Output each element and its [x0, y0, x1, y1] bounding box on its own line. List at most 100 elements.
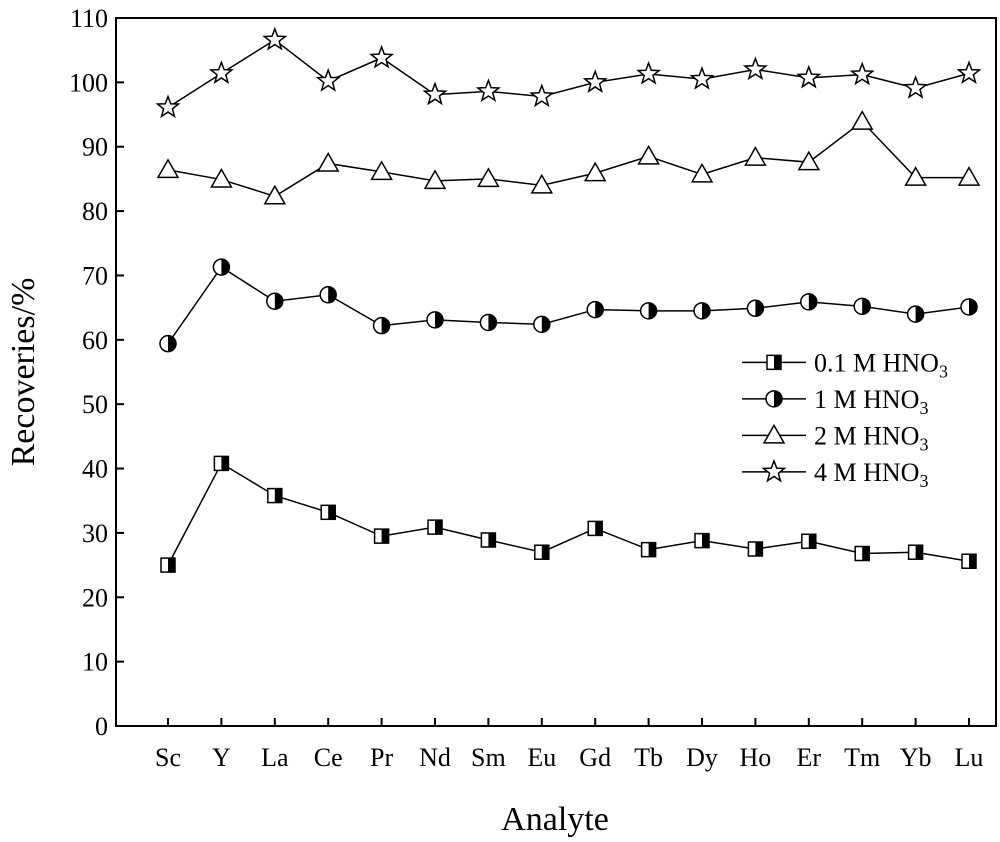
- data-point: [263, 184, 287, 205]
- data-point: [853, 297, 871, 316]
- series-line: [167, 462, 970, 566]
- series-2: [156, 110, 981, 205]
- data-point: [533, 315, 551, 334]
- legend-label: 2 M HNO3: [814, 421, 928, 454]
- legend-marker: [761, 458, 787, 483]
- axes: 0 10 20 30 40 50 60 70 80 90 100 110 Sc Y La Ce Pr Nd Sm Eu…: [69, 4, 997, 772]
- data-point: [694, 532, 710, 549]
- data-point: [956, 60, 982, 84]
- legend-marker: [762, 423, 786, 444]
- y-tick-label: 30: [82, 519, 108, 548]
- y-tick-label: 70: [82, 261, 108, 290]
- data-point: [903, 75, 929, 99]
- data-point: [796, 64, 822, 89]
- data-point: [583, 161, 607, 182]
- series-line: [167, 38, 970, 109]
- x-tick-label: Sm: [471, 743, 506, 772]
- series-line: [167, 120, 969, 198]
- data-point: [369, 44, 395, 69]
- data-point: [477, 167, 500, 188]
- x-tick-label: Tb: [634, 743, 663, 772]
- data-point: [957, 166, 981, 186]
- data-point: [479, 313, 498, 332]
- x-tick-label: Nd: [419, 743, 451, 772]
- legend-item: 1 M HNO3: [742, 385, 928, 418]
- legend-item: 0.1 M HNO3: [742, 348, 948, 381]
- data-point: [480, 532, 497, 548]
- data-point: [156, 158, 180, 179]
- data-point: [747, 541, 764, 557]
- series-0: [160, 455, 977, 573]
- y-tick-label: 60: [82, 326, 108, 355]
- y-tick-label: 10: [82, 648, 108, 677]
- x-tick-label: Er: [797, 743, 822, 772]
- data-point: [690, 162, 714, 183]
- x-tick-label: La: [261, 743, 289, 772]
- data-point: [427, 519, 443, 535]
- legend-item: 4 M HNO3: [742, 458, 928, 491]
- data-point: [320, 504, 336, 521]
- legend-label: 4 M HNO3: [814, 458, 928, 491]
- y-tick-label: 20: [82, 583, 108, 612]
- data-point: [530, 173, 554, 194]
- data-point: [904, 166, 927, 186]
- y-tick-label: 80: [82, 197, 108, 226]
- legend-item: 2 M HNO3: [742, 421, 928, 454]
- data-point: [639, 302, 658, 320]
- data-point: [160, 557, 176, 573]
- data-point: [370, 160, 393, 181]
- data-point: [744, 146, 767, 166]
- x-tick-label: Eu: [527, 743, 556, 772]
- y-tick-label: 90: [82, 133, 108, 162]
- x-tick-label: Tm: [844, 743, 880, 772]
- data-point: [373, 528, 390, 544]
- data-point: [801, 533, 817, 550]
- data-point: [208, 60, 234, 84]
- x-tick-label: Dy: [686, 743, 718, 772]
- data-point: [850, 110, 874, 130]
- x-tick-label: Sc: [155, 743, 181, 772]
- legend-label: 0.1 M HNO3: [814, 348, 948, 381]
- data-point: [315, 67, 341, 92]
- data-point: [960, 298, 978, 316]
- data-point: [534, 544, 550, 560]
- series-3: [155, 26, 982, 119]
- data-point: [213, 455, 230, 472]
- data-point: [422, 81, 448, 106]
- series-1: [159, 258, 978, 353]
- legend-marker: [766, 354, 782, 371]
- x-tick-label: Lu: [955, 743, 984, 772]
- data-point: [797, 150, 821, 171]
- x-tick-label: Ho: [740, 743, 772, 772]
- data-point: [961, 553, 977, 569]
- data-point: [316, 151, 340, 172]
- y-axis-title: Recoveries/%: [5, 278, 42, 467]
- series-line: [167, 266, 970, 345]
- data-point: [849, 61, 875, 86]
- data-point: [159, 334, 177, 353]
- data-point: [854, 545, 870, 562]
- x-tick-label: Ce: [314, 743, 343, 772]
- series-layer: [155, 26, 982, 573]
- data-point: [637, 144, 660, 165]
- data-point: [266, 292, 284, 310]
- x-axis-title: Analyte: [501, 801, 609, 838]
- data-point: [689, 65, 715, 90]
- y-tick-label: 0: [95, 712, 108, 741]
- data-point: [693, 302, 711, 320]
- y-tick-label: 50: [82, 390, 108, 419]
- plot-frame: [115, 17, 997, 727]
- data-point: [906, 305, 925, 323]
- data-point: [319, 286, 337, 304]
- data-point: [529, 83, 555, 108]
- data-point: [210, 168, 233, 188]
- x-tick-label: Gd: [579, 743, 611, 772]
- data-point: [212, 258, 231, 276]
- data-point: [636, 60, 662, 85]
- data-point: [372, 316, 391, 335]
- legend-marker: [765, 390, 783, 408]
- x-tick-label: Y: [212, 743, 231, 772]
- data-point: [586, 300, 604, 319]
